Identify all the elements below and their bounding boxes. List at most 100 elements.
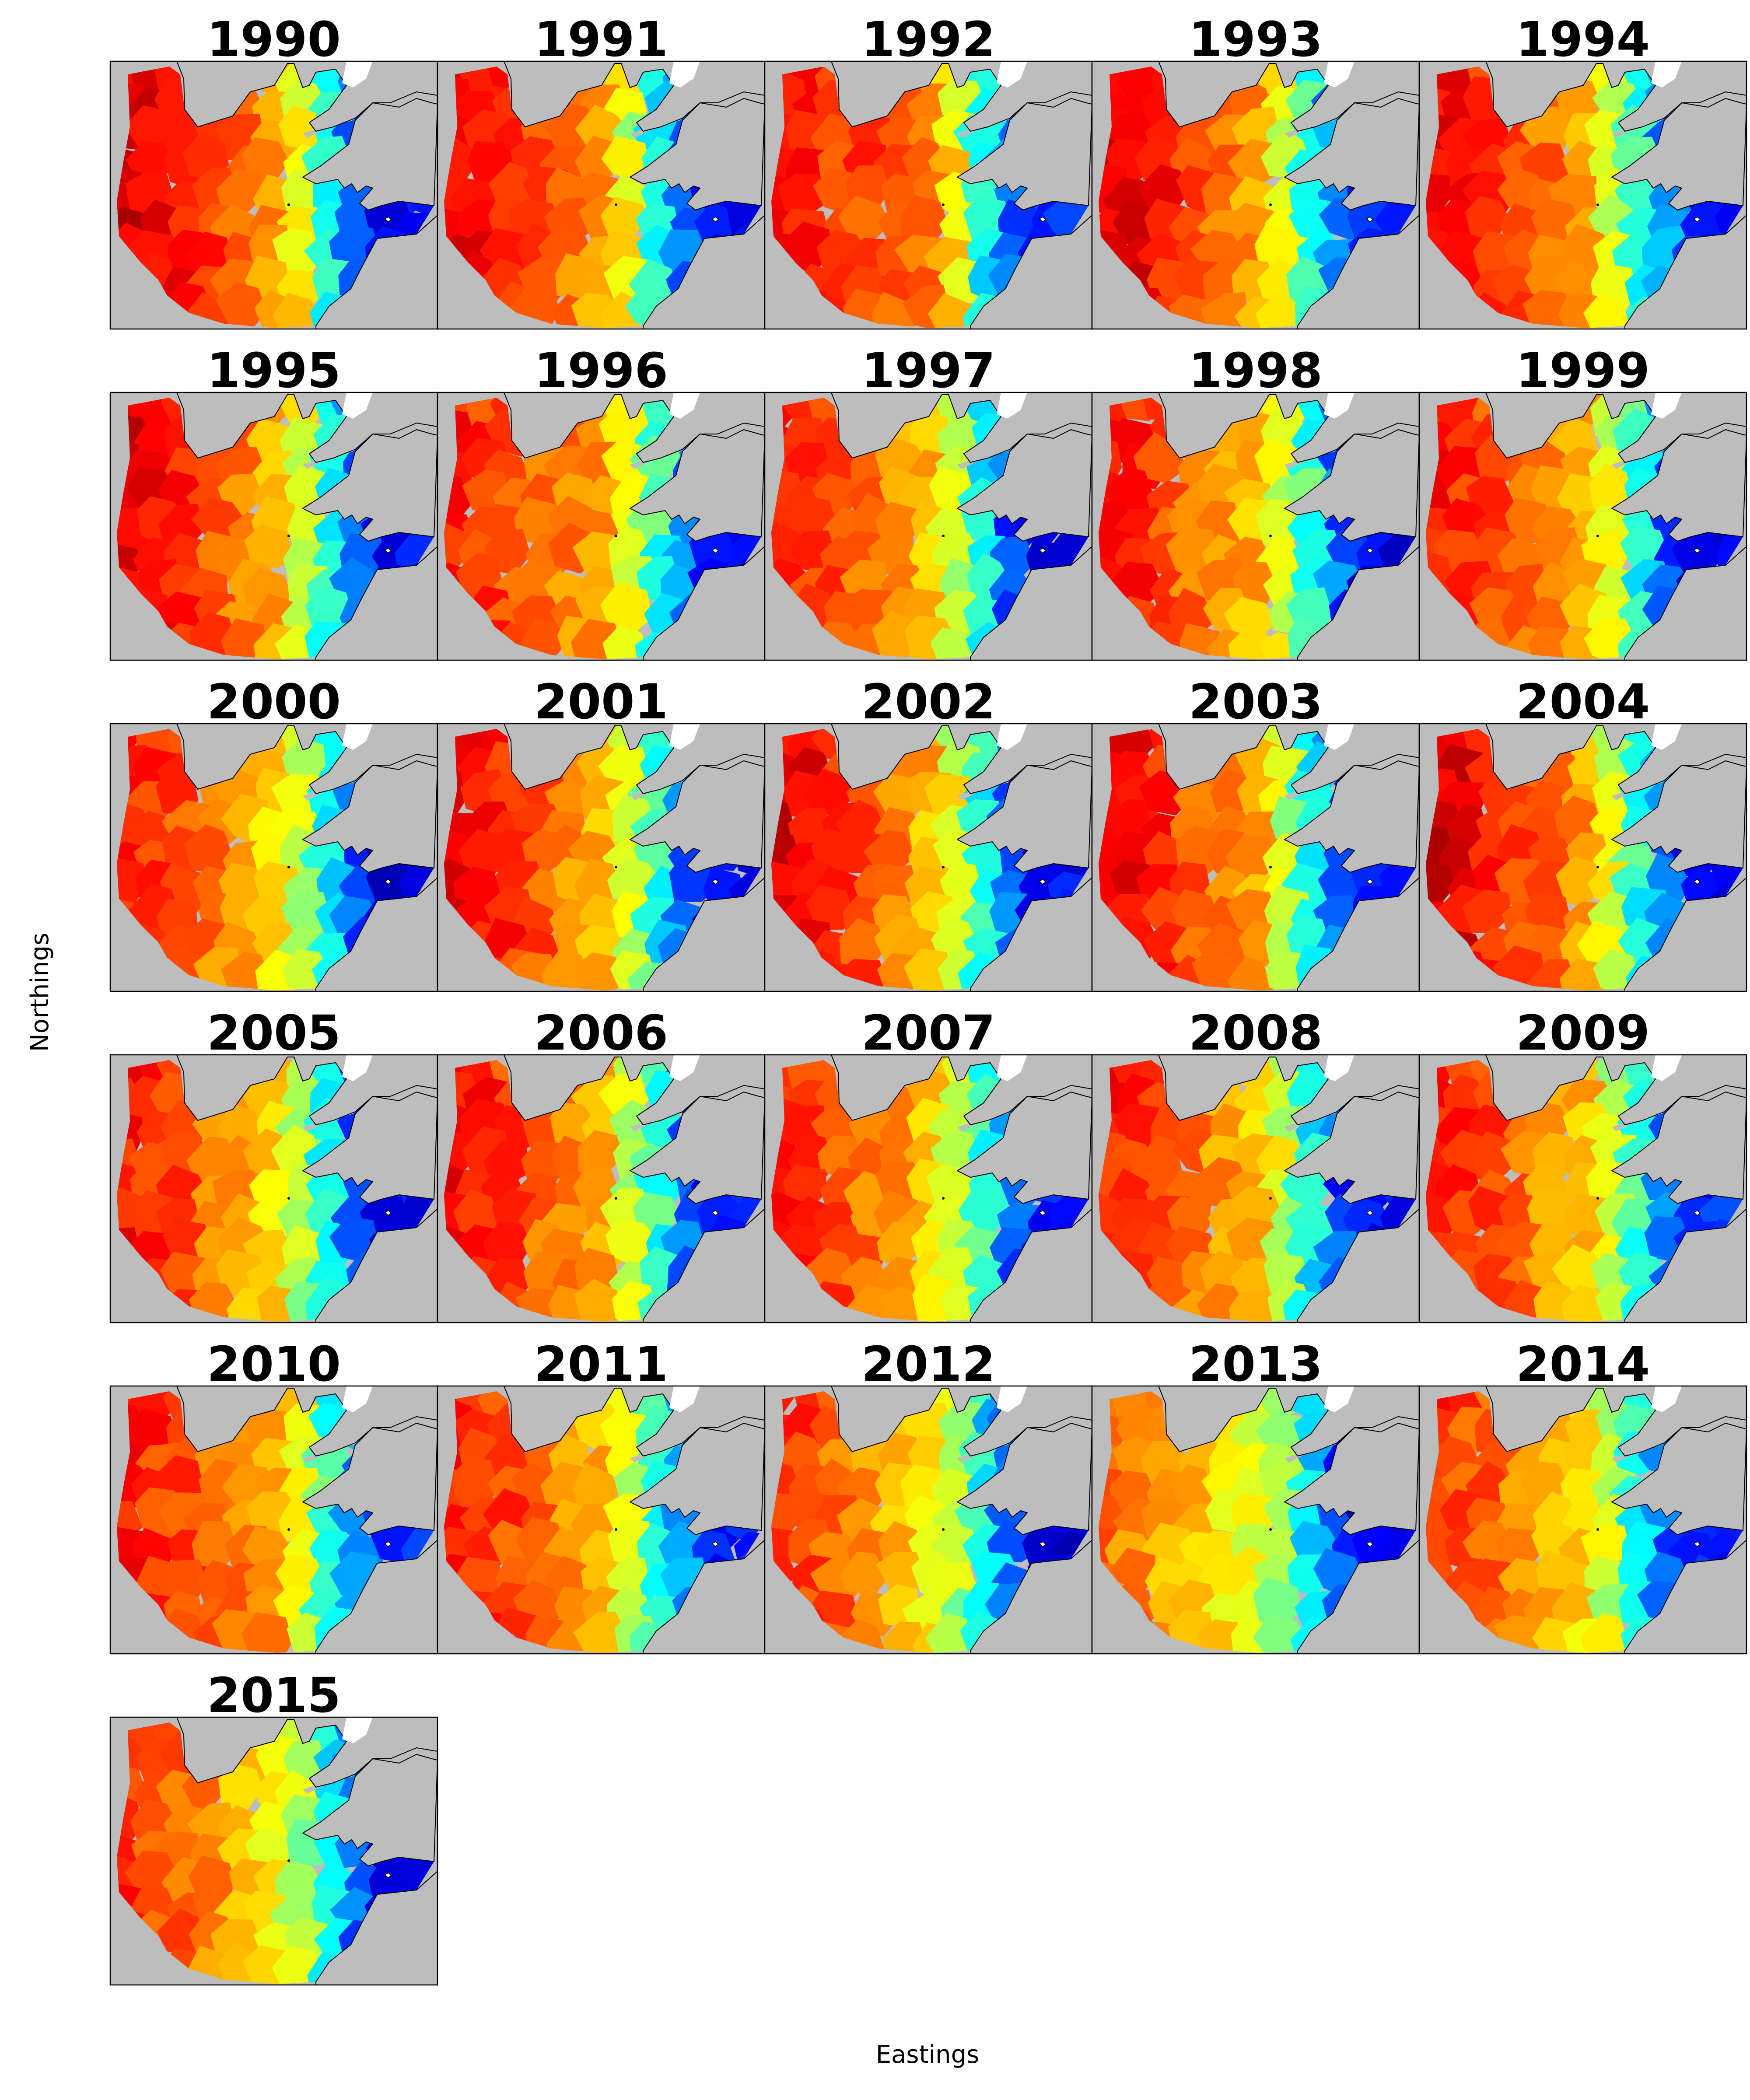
land-mass — [1624, 1540, 1746, 1654]
map-panel: 2001 — [437, 674, 766, 992]
island-marker — [384, 1210, 392, 1216]
voronoi-cell — [1580, 1523, 1631, 1567]
map-panel: 2000 — [109, 674, 438, 992]
panel-frame — [1418, 1054, 1747, 1323]
map-panel: 2002 — [764, 674, 1093, 992]
island-marker — [615, 535, 617, 537]
voronoi-cell — [574, 858, 622, 906]
voronoi-cell — [572, 1463, 620, 1512]
panel-title-year: 1999 — [1516, 343, 1650, 399]
voronoi-cell — [1225, 834, 1279, 878]
land-mass — [1485, 392, 1746, 463]
map-area — [110, 1055, 438, 1323]
voronoi-cell — [1426, 174, 1452, 219]
island-marker — [942, 1197, 945, 1200]
voronoi-cell — [899, 195, 948, 246]
panel-title-year: 2002 — [861, 674, 995, 730]
panel-frame — [1418, 1385, 1747, 1655]
no-data-patch — [342, 724, 373, 750]
voronoi-cell — [1465, 196, 1509, 243]
panel-title-year: 2000 — [207, 674, 341, 730]
no-data-patch — [1324, 724, 1354, 750]
no-data-patch — [997, 1386, 1027, 1412]
island-marker — [1269, 866, 1272, 868]
voronoi-cell — [600, 1411, 648, 1456]
map-panel: 1997 — [764, 343, 1093, 661]
panel-frame — [1418, 392, 1747, 661]
voronoi-cell — [1551, 1244, 1606, 1293]
voronoi-cell — [161, 1559, 207, 1605]
voronoi-cell — [244, 524, 294, 568]
map-panel: 2008 — [1091, 1005, 1420, 1323]
land-mass — [1297, 1540, 1419, 1654]
island-marker — [384, 548, 392, 553]
map-area — [765, 392, 1092, 660]
map-panel: 1993 — [1091, 11, 1420, 330]
land-mass — [970, 1208, 1092, 1323]
map-area — [110, 1386, 438, 1654]
island-marker — [615, 203, 617, 206]
map-area — [765, 1386, 1092, 1654]
island-marker — [287, 1859, 290, 1862]
land-mass — [176, 1717, 438, 1788]
voronoi-cell — [600, 581, 652, 636]
map-panel: 2011 — [437, 1336, 766, 1655]
island-marker — [711, 548, 719, 553]
voronoi-cell — [275, 1861, 324, 1905]
land-mass — [1624, 546, 1746, 660]
land-mass — [957, 98, 1092, 210]
land-mass — [970, 1540, 1092, 1654]
voronoi-cell — [806, 885, 855, 930]
island-marker — [1269, 1197, 1272, 1200]
voronoi-cell — [215, 282, 267, 328]
voronoi-cell — [241, 1612, 293, 1653]
no-data-patch — [1324, 1386, 1354, 1412]
land-mass — [970, 215, 1092, 329]
land-mass — [630, 760, 765, 873]
map-panel: 1991 — [437, 11, 766, 330]
voronoi-cell — [1564, 1194, 1610, 1243]
map-area — [110, 1717, 438, 1985]
island-marker — [1269, 1528, 1272, 1531]
panel-title-year: 2004 — [1516, 674, 1650, 730]
no-data-patch — [669, 1055, 700, 1081]
land-mass — [1611, 429, 1746, 542]
land-mass — [176, 61, 438, 132]
panel-frame — [1418, 60, 1747, 330]
panel-title-year: 2014 — [1516, 1336, 1650, 1392]
land-mass — [302, 760, 438, 873]
voronoi-cell — [600, 197, 649, 242]
voronoi-cell — [273, 293, 325, 328]
voronoi-cell — [1168, 588, 1214, 636]
no-data-patch — [997, 1055, 1027, 1081]
panel-title-year: 2009 — [1516, 1005, 1650, 1061]
voronoi-cell — [218, 1764, 262, 1812]
voronoi-cell — [1526, 959, 1578, 990]
island-marker — [287, 203, 290, 206]
map-area — [1419, 724, 1746, 991]
voronoi-cell — [878, 1286, 924, 1322]
land-mass — [831, 724, 1092, 794]
island-marker — [1366, 1541, 1374, 1547]
land-mass — [1624, 1208, 1746, 1323]
panel-title-year: 2008 — [1189, 1005, 1323, 1061]
no-data-patch — [342, 1386, 373, 1412]
land-mass — [315, 1871, 438, 1985]
panel-title-year: 2010 — [207, 1336, 341, 1392]
land-mass — [630, 1423, 765, 1535]
island-marker — [711, 217, 719, 222]
voronoi-cell — [872, 609, 919, 659]
voronoi-cell — [453, 1189, 502, 1237]
map-area — [765, 724, 1092, 991]
island-marker — [1596, 535, 1599, 537]
land-mass — [957, 1423, 1092, 1535]
no-data-patch — [342, 1717, 373, 1743]
voronoi-cell — [1583, 293, 1633, 328]
voronoi-cell — [184, 824, 234, 875]
voronoi-cell — [1255, 1409, 1306, 1456]
map-area — [438, 61, 765, 329]
island-marker — [615, 1197, 617, 1200]
voronoi-cell — [928, 293, 979, 328]
no-data-patch — [1651, 1386, 1682, 1412]
land-mass — [1611, 760, 1746, 873]
